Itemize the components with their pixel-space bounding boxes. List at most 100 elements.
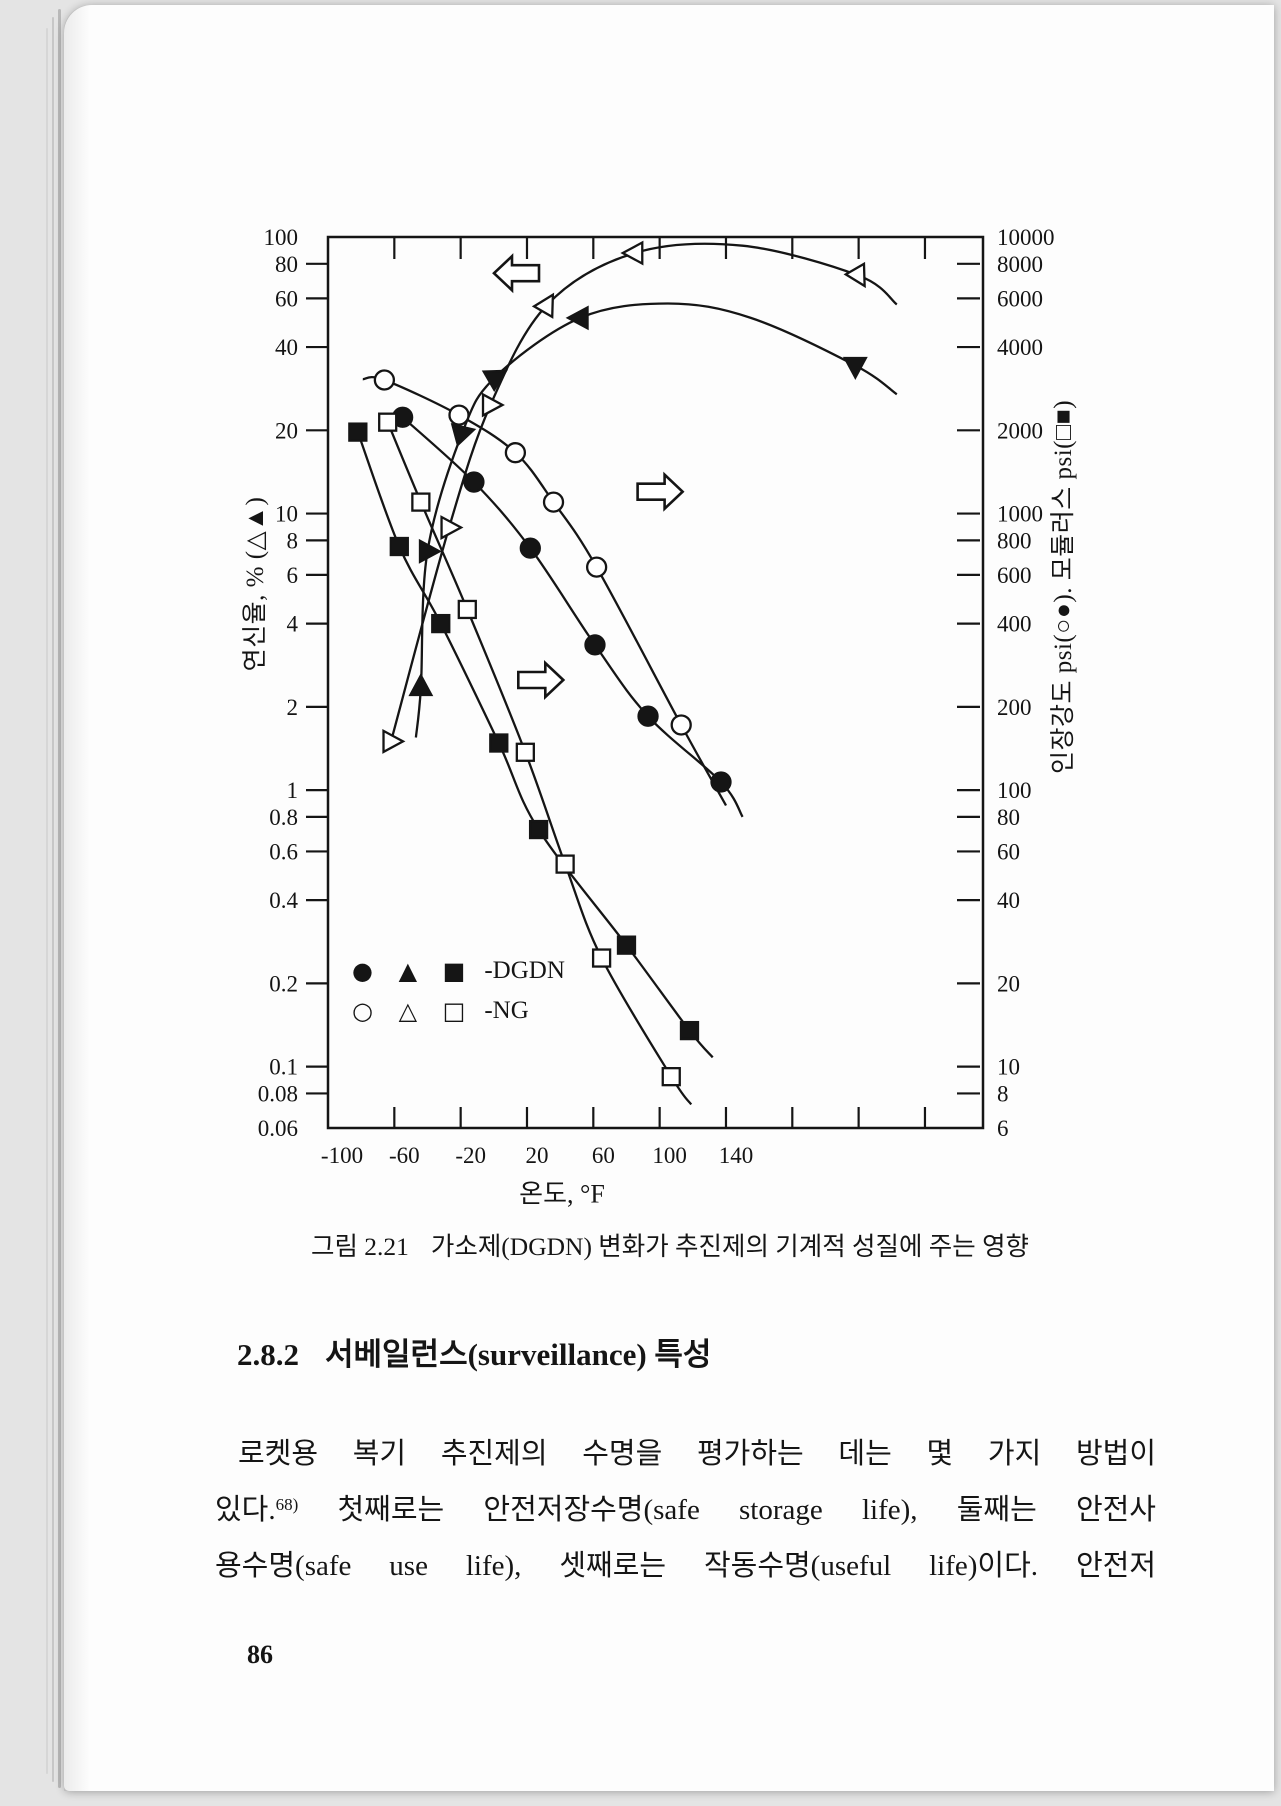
legend-label-dgdn: -DGDN <box>484 957 565 984</box>
marker-open-square-modulus-NG <box>591 948 612 968</box>
left-axis-tick-label: 0.1 <box>269 1055 298 1080</box>
marker-filled-square-modulus-DGDN <box>431 613 451 634</box>
right-axis-tick-label: 4000 <box>997 335 1043 360</box>
body-text-segment: 있다. <box>215 1494 276 1526</box>
left-axis-tick-label: 0.6 <box>269 839 298 864</box>
x-axis-tick-label: 60 <box>592 1143 615 1168</box>
marker-open-circle-tensile-strength-NG <box>504 442 527 464</box>
marker-filled-square-modulus-DGDN <box>528 819 549 840</box>
x-axis-tick-label: 20 <box>525 1143 548 1168</box>
right-axis-tick-label: 2000 <box>997 418 1043 443</box>
left-axis-tick-label: 1 <box>287 778 299 803</box>
right-axis-tick-label: 60 <box>997 839 1020 864</box>
section-heading: 2.8.2 서베일런스(surveillance) 특성 <box>237 1329 711 1374</box>
series-line-modulus-NG <box>386 421 693 1106</box>
right-axis-title: 인장강도 psi(○●). 모듈러스 psi(□■) <box>1050 399 1077 775</box>
marker-filled-square-modulus-DGDN <box>679 1020 700 1041</box>
series-line-tensile-strength-NG <box>362 376 728 807</box>
marker-open-triangle-elongation-NG <box>620 240 644 266</box>
body-text-segment: 첫째로는 안전저장수명(safe storage life), 둘째는 안전사 <box>298 1494 1156 1526</box>
marker-open-triangle-elongation-NG <box>481 392 505 418</box>
marker-filled-triangle-elongation-DGDN <box>481 369 508 392</box>
series-line-elongation-DGDN <box>414 302 898 738</box>
legend-row-ng: ○ △ □ -NG <box>352 991 565 1031</box>
x-axis-tick-label: -20 <box>455 1143 486 1168</box>
marker-open-square-modulus-NG <box>378 412 398 432</box>
right-axis-tick-label: 600 <box>997 563 1032 588</box>
book-page-edge <box>46 28 48 1774</box>
marker-filled-triangle-elongation-DGDN <box>565 305 589 331</box>
left-axis-tick-label: 80 <box>275 252 298 277</box>
marker-filled-triangle-elongation-DGDN <box>842 356 868 380</box>
right-axis-tick-label: 1000 <box>997 502 1043 527</box>
marker-open-circle-tensile-strength-NG <box>670 714 692 736</box>
left-axis-tick-label: 2 <box>287 695 299 720</box>
x-axis-tick-label: -100 <box>321 1143 363 1168</box>
right-axis-tick-label: 800 <box>997 528 1032 553</box>
page-number: 86 <box>247 1640 273 1669</box>
figure-caption-number: 그림 2.21 <box>310 1232 409 1261</box>
marker-open-circle-tensile-strength-NG <box>373 369 396 391</box>
marker-open-square-modulus-NG <box>457 599 477 620</box>
body-text-line: 로켓용 복기 추진제의 수명을 평가하는 데는 몇 가지 방법이 <box>238 1438 1156 1470</box>
right-axis-tick-label: 100 <box>997 778 1032 803</box>
plot-border <box>326 235 985 1130</box>
right-axis-tick-label: 8 <box>997 1081 1009 1106</box>
marker-filled-triangle-elongation-DGDN <box>450 422 477 447</box>
right-axis-tick-label: 10000 <box>997 225 1055 250</box>
left-axis-tick-label: 40 <box>275 335 298 360</box>
right-axis-tick-label: 10 <box>997 1055 1020 1080</box>
x-axis-title: 온도, °F <box>519 1179 605 1209</box>
left-axis-tick-label: 0.08 <box>258 1081 298 1106</box>
marker-filled-triangle-elongation-DGDN <box>408 673 434 697</box>
marker-filled-circle-tensile-strength-DGDN <box>584 634 606 656</box>
marker-open-circle-tensile-strength-NG <box>448 404 470 426</box>
chart-legend: ● ▲ ■ -DGDN ○ △ □ -NG <box>352 951 565 1031</box>
legend-row-dgdn: ● ▲ ■ -DGDN <box>352 951 565 991</box>
footnote-reference: 68) <box>275 1495 299 1514</box>
marker-open-circle-tensile-strength-NG <box>542 491 565 513</box>
section-title: 서베일런스(surveillance) 특성 <box>325 1337 712 1372</box>
book-page-edge <box>58 9 61 1788</box>
right-axis-tick-label: 400 <box>997 612 1032 637</box>
right-axis-tick-label: 6000 <box>997 286 1043 311</box>
legend-label-ng: -NG <box>484 997 529 1024</box>
right-axis-tick-label: 8000 <box>997 252 1043 277</box>
right-axis-tick-label: 40 <box>997 888 1020 913</box>
marker-filled-circle-tensile-strength-DGDN <box>519 537 541 559</box>
left-axis-tick-label: 10 <box>275 502 298 527</box>
marker-open-triangle-elongation-NG <box>440 515 464 540</box>
marker-filled-triangle-elongation-DGDN <box>418 538 442 564</box>
book-page-edge <box>52 17 54 1782</box>
left-axis-tick-label: 0.06 <box>258 1116 298 1141</box>
left-axis-tick-label: 0.4 <box>269 888 298 913</box>
marker-filled-circle-tensile-strength-DGDN <box>637 705 659 727</box>
right-arrow-icon <box>636 471 685 512</box>
right-axis-tick-label: 200 <box>997 695 1032 720</box>
ng-marker-icons: ○ △ □ <box>352 997 475 1025</box>
left-axis-title: 연신율, % (△▲) <box>242 496 269 672</box>
body-text-line: 용수명(safe use life), 셋째로는 작동수명(useful lif… <box>215 1550 1156 1582</box>
x-axis-tick-label: 100 <box>652 1143 687 1168</box>
left-axis-tick-label: 60 <box>275 286 298 311</box>
marker-filled-square-modulus-DGDN <box>389 536 409 557</box>
marker-filled-circle-tensile-strength-DGDN <box>710 771 732 793</box>
left-axis-tick-label: 20 <box>275 418 298 443</box>
marker-filled-square-modulus-DGDN <box>616 935 637 955</box>
dgdn-marker-icons: ● ▲ ■ <box>352 957 475 985</box>
marker-filled-circle-tensile-strength-DGDN <box>463 471 485 493</box>
marker-open-triangle-elongation-NG <box>843 261 866 289</box>
marker-open-triangle-elongation-NG <box>382 728 406 754</box>
marker-open-square-modulus-NG <box>515 742 535 762</box>
marker-filled-square-modulus-DGDN <box>348 422 368 442</box>
right-axis-tick-label: 80 <box>997 805 1020 830</box>
marker-filled-square-modulus-DGDN <box>489 733 509 753</box>
figure-caption: 그림 2.21 가소제(DGDN) 변화가 추진제의 기계적 성질에 주는 영향 <box>228 1226 1112 1263</box>
left-axis-tick-label: 100 <box>264 225 299 250</box>
marker-open-circle-tensile-strength-NG <box>585 556 608 578</box>
x-axis-tick-label: -60 <box>389 1143 420 1168</box>
left-axis-tick-label: 0.2 <box>269 971 298 996</box>
right-arrow-icon <box>516 659 566 701</box>
x-axis-tick-label: 140 <box>719 1143 754 1168</box>
